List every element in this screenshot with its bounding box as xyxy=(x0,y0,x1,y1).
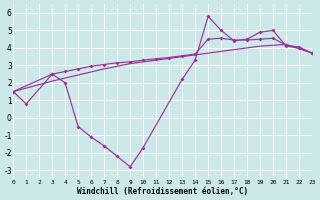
X-axis label: Windchill (Refroidissement éolien,°C): Windchill (Refroidissement éolien,°C) xyxy=(77,187,248,196)
